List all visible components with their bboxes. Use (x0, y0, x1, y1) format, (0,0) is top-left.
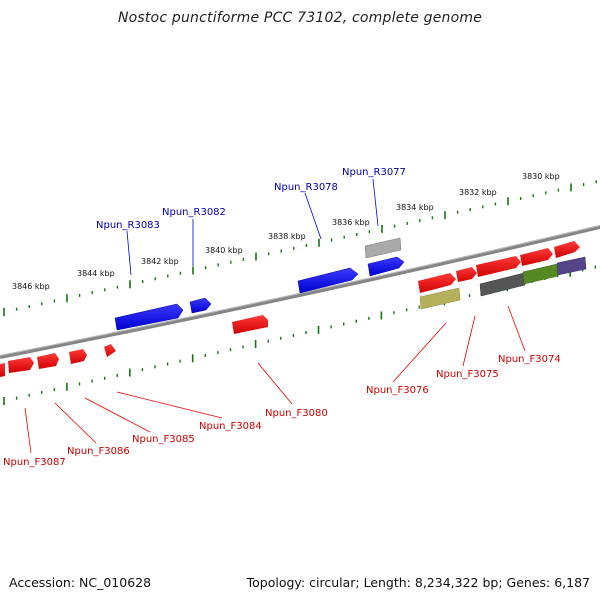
gene-label: Npun_F3085 (132, 434, 195, 445)
accession-text: Accession: NC_010628 (9, 575, 152, 590)
kbp-label: 3840 kbp (205, 246, 243, 255)
gene-npun-r3078[interactable] (297, 267, 359, 294)
forward-gene-labels: Npun_F3087 Npun_F3086 Npun_F3085 Npun_F3… (3, 354, 561, 468)
kbp-label: 3838 kbp (268, 232, 306, 241)
gene-red-f[interactable] (554, 241, 580, 258)
reverse-gene-labels: Npun_R3083 Npun_R3082 Npun_R3078 Npun_R3… (96, 167, 406, 231)
gene-npun-r3077[interactable] (367, 256, 405, 277)
kbp-label: 3832 kbp (459, 188, 497, 197)
kbp-label: 3834 kbp (396, 203, 434, 212)
gene-red-f[interactable] (418, 273, 456, 293)
forward-genes (0, 241, 587, 377)
gene-red-f[interactable] (520, 248, 553, 266)
kbp-ruler (3, 180, 597, 316)
gene-label: Npun_F3084 (199, 421, 262, 432)
genome-backbone (0, 225, 600, 359)
gene-red-f[interactable] (69, 349, 87, 364)
gene-label: Npun_F3076 (366, 385, 429, 396)
forward-leaders (24, 305, 526, 454)
gene-red-f[interactable] (456, 267, 477, 282)
kbp-label: 3846 kbp (12, 282, 50, 291)
map-title: Nostoc punctiforme PCC 73102, complete g… (117, 10, 483, 26)
kbp-labels: 3846 kbp 3844 kbp 3842 kbp 3840 kbp 3838… (12, 172, 560, 291)
gene-label: Npun_F3086 (67, 446, 130, 457)
gene-label: Npun_R3077 (342, 167, 406, 178)
gene-red-f[interactable] (0, 363, 5, 377)
kbp-label: 3830 kbp (522, 172, 560, 181)
gene-red-f[interactable] (476, 256, 521, 277)
gene-red-f[interactable] (8, 357, 34, 373)
gene-npun-f3080[interactable] (232, 315, 268, 334)
gene-green[interactable] (522, 263, 559, 285)
gene-red-f[interactable] (104, 344, 116, 357)
genome-summary: Topology: circular; Length: 8,234,322 bp… (246, 575, 590, 590)
reverse-leaders (126, 178, 379, 276)
gene-label: Npun_R3078 (274, 182, 338, 193)
gene-purple[interactable] (556, 256, 587, 276)
kbp-label: 3844 kbp (77, 269, 115, 278)
reverse-genes (114, 237, 405, 331)
gene-label: Npun_R3082 (162, 207, 226, 218)
gene-npun-r3083[interactable] (114, 303, 184, 331)
gene-label: Npun_F3074 (498, 354, 561, 365)
gene-label: Npun_F3080 (265, 408, 328, 419)
gene-label: Npun_F3075 (436, 369, 499, 380)
gene-label: Npun_R3083 (96, 220, 160, 231)
kbp-label: 3842 kbp (141, 257, 179, 266)
gene-npun-r3082[interactable] (189, 297, 212, 314)
gene-dark-grey[interactable] (479, 272, 526, 297)
gene-red-f[interactable] (37, 353, 59, 369)
kbp-label: 3836 kbp (332, 218, 370, 227)
gene-label: Npun_F3087 (3, 457, 66, 468)
gene-olive[interactable] (419, 287, 461, 310)
gene-grey-reverse[interactable] (364, 237, 402, 259)
